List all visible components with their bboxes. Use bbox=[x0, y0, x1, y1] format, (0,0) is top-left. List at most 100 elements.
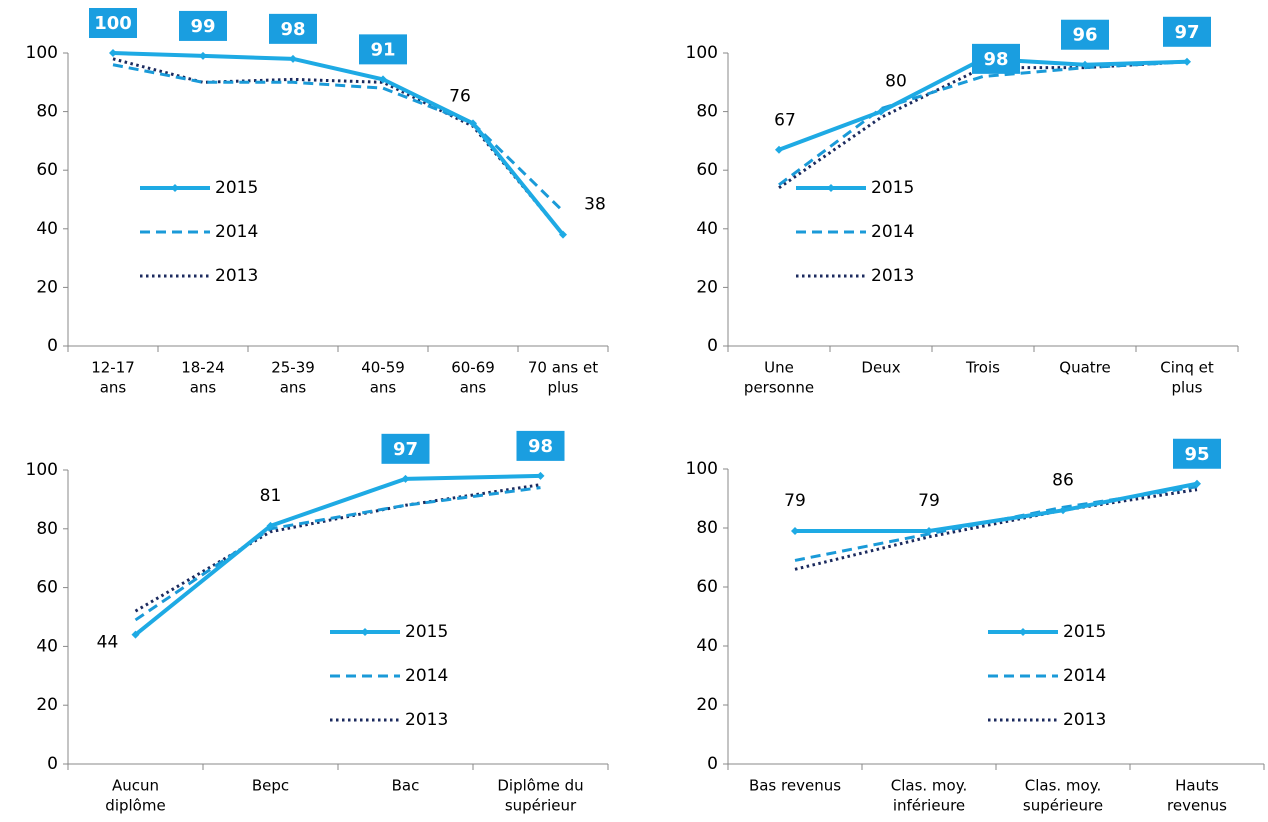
x-tick-label: Diplôme du bbox=[497, 777, 583, 795]
data-label: 44 bbox=[97, 633, 119, 653]
x-tick-label: Bas revenus bbox=[749, 777, 841, 795]
x-tick-label: Clas. moy. bbox=[891, 777, 967, 795]
y-tick-label: 100 bbox=[686, 459, 718, 479]
x-tick-label: 60-69 bbox=[451, 359, 495, 377]
point-marker bbox=[877, 107, 885, 116]
x-tick-label: supérieure bbox=[1023, 797, 1103, 815]
x-tick-label: Clas. moy. bbox=[1025, 777, 1101, 795]
data-label: 80 bbox=[885, 72, 907, 92]
data-label: 91 bbox=[370, 39, 395, 60]
data-label: 79 bbox=[918, 491, 940, 511]
y-tick-label: 0 bbox=[707, 754, 718, 774]
data-label: 96 bbox=[1072, 25, 1097, 46]
y-tick-label: 40 bbox=[696, 636, 718, 656]
x-tick-label: Aucun bbox=[112, 777, 159, 795]
data-label: 38 bbox=[584, 195, 606, 215]
y-tick-label: 40 bbox=[696, 219, 718, 239]
label-box bbox=[1163, 16, 1211, 47]
point-marker bbox=[401, 474, 410, 483]
x-tick-label: ans bbox=[100, 379, 127, 397]
legend-label: 2014 bbox=[1063, 666, 1106, 686]
y-tick-label: 60 bbox=[36, 578, 58, 598]
legend-marker bbox=[361, 628, 369, 636]
label-box bbox=[972, 43, 1020, 74]
legend-label: 2013 bbox=[215, 266, 258, 286]
x-tick-label: plus bbox=[1171, 379, 1202, 397]
y-tick-label: 20 bbox=[36, 277, 58, 297]
x-tick-label: 12-17 bbox=[91, 359, 135, 377]
y-tick-label: 20 bbox=[36, 695, 58, 715]
x-tick-label: ans bbox=[370, 379, 397, 397]
x-tick-label: 40-59 bbox=[361, 359, 405, 377]
data-label: 97 bbox=[393, 439, 418, 460]
y-tick-label: 40 bbox=[36, 636, 58, 656]
series-line bbox=[112, 63, 565, 213]
y-tick-label: 20 bbox=[696, 695, 718, 715]
series-line bbox=[795, 481, 1198, 533]
y-tick-label: 0 bbox=[47, 336, 58, 356]
data-label: 67 bbox=[774, 111, 796, 131]
point-marker bbox=[131, 630, 140, 639]
point-marker bbox=[1059, 506, 1067, 515]
x-tick-label: revenus bbox=[1167, 797, 1227, 815]
point-marker bbox=[289, 54, 297, 63]
legend-label: 2015 bbox=[215, 178, 258, 198]
x-tick-label: Hauts bbox=[1175, 777, 1219, 795]
point-marker bbox=[1081, 60, 1089, 69]
x-tick-label: Cinq et bbox=[1160, 359, 1214, 377]
series-line bbox=[134, 486, 541, 622]
y-tick-label: 80 bbox=[36, 519, 58, 539]
series-line bbox=[134, 473, 541, 637]
x-tick-label: personne bbox=[744, 379, 814, 397]
point-marker bbox=[775, 145, 783, 154]
data-label: 98 bbox=[280, 19, 305, 40]
y-tick-label: 40 bbox=[36, 219, 58, 239]
x-tick-label: inférieure bbox=[893, 797, 965, 815]
y-tick-label: 80 bbox=[696, 518, 718, 538]
data-label: 100 bbox=[94, 13, 132, 34]
y-tick-label: 80 bbox=[36, 102, 58, 122]
legend-label: 2013 bbox=[405, 710, 448, 730]
x-tick-label: Deux bbox=[861, 359, 900, 377]
y-tick-label: 100 bbox=[26, 43, 58, 63]
point-marker bbox=[109, 49, 117, 57]
legend-marker bbox=[1019, 628, 1027, 636]
x-tick-label: Bepc bbox=[252, 777, 289, 795]
point-marker bbox=[1183, 57, 1191, 66]
x-tick-label: ans bbox=[190, 379, 217, 397]
y-tick-label: 60 bbox=[696, 577, 718, 597]
y-tick-label: 0 bbox=[707, 336, 718, 356]
data-label: 79 bbox=[784, 491, 806, 511]
data-label: 81 bbox=[260, 486, 282, 506]
data-label: 76 bbox=[449, 86, 471, 106]
legend-label: 2014 bbox=[215, 222, 258, 242]
label-box bbox=[269, 13, 317, 44]
label-box bbox=[1173, 438, 1221, 469]
x-tick-label: plus bbox=[547, 379, 578, 397]
point-marker bbox=[266, 521, 275, 530]
legend-label: 2014 bbox=[871, 222, 914, 242]
data-label: 98 bbox=[528, 436, 553, 457]
data-label: 98 bbox=[983, 49, 1008, 70]
y-tick-label: 80 bbox=[696, 102, 718, 122]
y-tick-label: 100 bbox=[686, 43, 718, 63]
series-line bbox=[112, 51, 565, 236]
legend-label: 2015 bbox=[405, 622, 448, 642]
data-label: 95 bbox=[1184, 444, 1209, 465]
label-box bbox=[1061, 19, 1109, 50]
point-marker bbox=[925, 526, 933, 535]
x-tick-label: 18-24 bbox=[181, 359, 225, 377]
legend-marker bbox=[827, 184, 835, 192]
y-tick-label: 20 bbox=[696, 277, 718, 297]
point-marker bbox=[536, 471, 545, 480]
point-marker bbox=[379, 75, 387, 84]
y-tick-label: 0 bbox=[47, 754, 58, 774]
series-line bbox=[794, 488, 1198, 571]
x-tick-label: ans bbox=[460, 379, 487, 397]
y-tick-label: 100 bbox=[26, 460, 58, 480]
point-marker bbox=[199, 51, 207, 60]
y-tick-label: 60 bbox=[696, 160, 718, 180]
label-box bbox=[516, 430, 565, 461]
label-box bbox=[359, 34, 407, 65]
